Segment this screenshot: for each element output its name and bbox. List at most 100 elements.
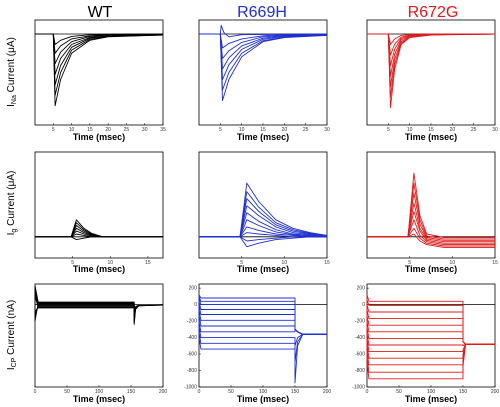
y-tick-label: -800 bbox=[355, 368, 365, 374]
series-trace-7 bbox=[35, 33, 164, 45]
series-trace-9 bbox=[198, 304, 327, 347]
x-axis-title: Time (msec) bbox=[73, 264, 125, 274]
panel-cp-WT: 0 50 100 150 200 Time (msec) bbox=[34, 283, 168, 404]
series-trace-1 bbox=[199, 33, 328, 101]
series-trace-6 bbox=[199, 33, 328, 49]
series-trace-3 bbox=[198, 297, 327, 335]
ylabel-ig-main: I bbox=[6, 233, 17, 236]
panel-na-WT: 5 10 15 20 25 30 35 Time (msec) bbox=[34, 19, 166, 142]
x-tick-label: 100 bbox=[259, 389, 268, 395]
ylabel-ig-rest: Current (μA) bbox=[6, 171, 17, 229]
series-trace-6 bbox=[199, 219, 328, 238]
x-axis-title: Time (msec) bbox=[405, 132, 457, 142]
x-tick-label: 0 bbox=[366, 389, 369, 395]
x-tick-label: 15 bbox=[260, 127, 266, 133]
series-trace-1 bbox=[367, 172, 495, 238]
x-tick-label: 35 bbox=[160, 127, 166, 133]
series-trace-7 bbox=[367, 33, 495, 45]
y-tick-label: -600 bbox=[187, 352, 197, 358]
panel-g-R672G: 5 10 15 Time (msec) bbox=[366, 151, 498, 274]
panel-frame bbox=[366, 19, 496, 126]
panel-g-R669H: 5 10 15 Time (msec) bbox=[198, 151, 330, 274]
x-axis-title: Time (msec) bbox=[405, 394, 457, 404]
y-tick-label: -200 bbox=[187, 319, 197, 325]
x-tick-label: 25 bbox=[124, 127, 130, 133]
x-axis-title: Time (msec) bbox=[405, 264, 457, 274]
x-tick-label: 20 bbox=[282, 127, 288, 133]
series-trace-2 bbox=[35, 222, 163, 238]
y-tick-label: -400 bbox=[355, 335, 365, 341]
panel-frame bbox=[34, 151, 164, 259]
panel-frame bbox=[34, 19, 164, 126]
series-trace-1 bbox=[199, 182, 328, 238]
series-trace-8 bbox=[367, 233, 495, 248]
series-trace-13 bbox=[366, 304, 495, 380]
panel-cp-R672G: 0 50 100 150 200 200 0 -200 -400 -600 -800 -1000 Tim… bbox=[352, 283, 499, 404]
series-trace-3 bbox=[367, 192, 495, 241]
panel-na-R669H: 5 10 15 20 25 30 Time (msec) bbox=[198, 19, 330, 142]
panel-frame bbox=[198, 283, 328, 388]
ylabel-icp: ICP Current (nA) bbox=[6, 300, 18, 370]
x-tick-label: 50 bbox=[228, 389, 234, 395]
ylabel-ig: Ig Current (μA) bbox=[6, 171, 18, 236]
x-tick-label: 0 bbox=[198, 389, 201, 395]
ylabel-icp-main: I bbox=[6, 367, 17, 370]
x-tick-label: 10 bbox=[69, 127, 75, 133]
ylabel-ina-main: I bbox=[6, 104, 17, 107]
x-tick-label: 100 bbox=[427, 389, 436, 395]
series-trace-3 bbox=[367, 33, 496, 87]
x-tick-label: 200 bbox=[159, 389, 168, 395]
panel-cp-R669H: 0 50 100 150 200 200 0 -200 -400 -600 -800 -1000 Tim… bbox=[184, 283, 332, 404]
x-tick-label: 150 bbox=[127, 389, 136, 395]
y-tick-label: 200 bbox=[357, 286, 366, 292]
x-axis-title: Time (msec) bbox=[73, 394, 125, 404]
x-axis-title: Time (msec) bbox=[73, 132, 125, 142]
series-trace-6 bbox=[367, 33, 496, 56]
y-tick-label: 0 bbox=[194, 302, 197, 308]
x-axis-title: Time (msec) bbox=[237, 132, 289, 142]
series-trace-1 bbox=[367, 33, 496, 108]
x-tick-label: 30 bbox=[324, 127, 330, 133]
series-trace-1 bbox=[35, 219, 163, 238]
x-tick-label: 10 bbox=[108, 260, 114, 266]
series-trace-9 bbox=[199, 236, 327, 242]
y-tick-label: -200 bbox=[355, 319, 365, 325]
series-trace-4 bbox=[367, 33, 496, 77]
x-tick-label: 30 bbox=[492, 127, 498, 133]
x-tick-label: 10 bbox=[239, 127, 245, 133]
series-trace-3 bbox=[35, 225, 163, 238]
ylabel-ina-rest: Current (μA) bbox=[6, 37, 17, 95]
x-tick-label: 5 bbox=[71, 260, 74, 266]
x-tick-label: 5 bbox=[240, 260, 243, 266]
x-tick-label: 20 bbox=[450, 127, 456, 133]
panel-g-WT: 5 10 15 Time (msec) bbox=[34, 151, 164, 274]
panel-na-R672G: 5 10 15 20 25 30 Time (msec) bbox=[366, 19, 498, 142]
x-tick-label: 25 bbox=[471, 127, 477, 133]
series-trace-2 bbox=[366, 299, 495, 345]
x-tick-label: 15 bbox=[492, 260, 498, 266]
x-tick-label: 5 bbox=[408, 260, 411, 266]
series-trace-1 bbox=[366, 294, 495, 345]
series-trace-2 bbox=[367, 182, 495, 240]
x-tick-label: 5 bbox=[52, 127, 55, 133]
panel-frame bbox=[198, 151, 328, 259]
x-tick-label: 5 bbox=[219, 127, 222, 133]
x-tick-label: 50 bbox=[396, 389, 402, 395]
series-trace-10 bbox=[198, 304, 327, 363]
ylabel-ina: INa Current (μA) bbox=[6, 37, 18, 107]
x-tick-label: 10 bbox=[450, 260, 456, 266]
series-trace-4 bbox=[198, 300, 327, 335]
x-tick-label: 15 bbox=[87, 127, 93, 133]
series-trace-2 bbox=[198, 295, 327, 335]
y-tick-label: 0 bbox=[362, 302, 365, 308]
x-tick-label: 200 bbox=[323, 389, 332, 395]
y-tick-label: -600 bbox=[355, 352, 365, 358]
y-tick-label: 200 bbox=[189, 286, 198, 292]
series-trace-2 bbox=[199, 33, 328, 91]
series-trace-4 bbox=[367, 202, 495, 243]
series-trace-7 bbox=[199, 24, 328, 38]
x-tick-label: 100 bbox=[95, 389, 104, 395]
x-tick-label: 15 bbox=[324, 260, 330, 266]
